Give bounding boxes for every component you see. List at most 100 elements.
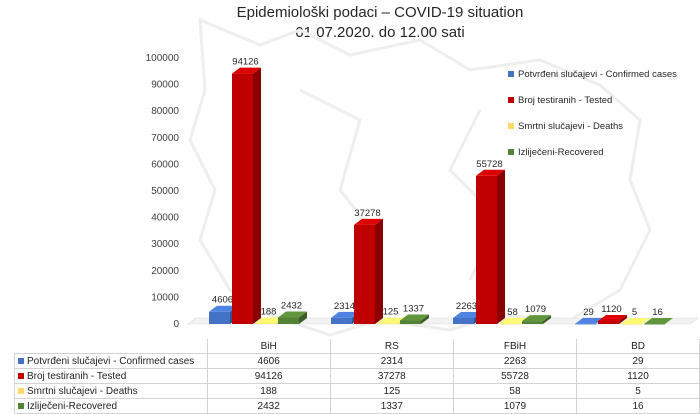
- table-header-row: BiH RS FBiH BD: [15, 339, 700, 354]
- table-series-name: Broj testiranih - Tested: [27, 370, 127, 382]
- table-column-header: RS: [329, 339, 454, 354]
- bar-group: 1120: [598, 304, 627, 324]
- bar-side: [665, 317, 673, 324]
- bar-group: 55728: [476, 159, 505, 324]
- bar-side: [497, 169, 505, 324]
- bar-group: 16: [644, 307, 673, 325]
- bar-top: [400, 314, 429, 321]
- bar: [621, 323, 642, 325]
- bar-group: 37278: [354, 208, 383, 324]
- legend-label: Potvrđeni slučajevi - Confirmed cases: [518, 69, 677, 80]
- bar-top: [476, 169, 505, 176]
- table-cell: 37278: [329, 368, 454, 384]
- y-tick-label: 90000: [151, 80, 179, 91]
- y-tick-label: 50000: [151, 186, 179, 197]
- table-row-label: Potvrđeni slučajevi - Confirmed cases: [14, 353, 208, 369]
- y-tick-label: 20000: [151, 266, 179, 277]
- data-label: 2432: [281, 301, 302, 312]
- table-cell: 1079: [452, 398, 578, 414]
- bar-group: 94126: [232, 57, 261, 324]
- legend-label: Broj testiranih - Tested: [518, 95, 612, 106]
- bar: [476, 175, 497, 324]
- bar-side: [619, 315, 627, 324]
- legend-swatch: [508, 123, 514, 129]
- bar: [377, 323, 398, 325]
- y-tick-label: 100000: [146, 53, 180, 64]
- table-cell: 2263: [452, 353, 578, 369]
- bar: [255, 323, 276, 324]
- table-cell: 29: [576, 353, 700, 369]
- bar: [598, 321, 619, 324]
- data-label: 188: [261, 306, 277, 317]
- bar-top: [232, 67, 261, 74]
- y-tick-label: 10000: [151, 292, 179, 303]
- legend-swatch: [508, 97, 514, 103]
- table-cell: 188: [206, 383, 331, 399]
- bar-group: 2432: [278, 301, 307, 324]
- table-row-label: Izliječeni-Recovered: [14, 398, 208, 414]
- table-column-header: FBiH: [452, 339, 578, 354]
- data-table: BiH RS FBiH BD Potvrđeni slučajevi - Confir…: [14, 339, 700, 414]
- table-series-name: Smrtni slučajevi - Deaths: [27, 385, 138, 397]
- y-tick-label: 70000: [151, 133, 179, 144]
- bar-side: [299, 311, 307, 324]
- data-label: 55728: [476, 159, 502, 170]
- bar-top: [331, 311, 360, 318]
- data-label: 37278: [354, 208, 380, 219]
- bar-top: [499, 317, 528, 324]
- bar-top: [209, 305, 238, 312]
- bar-side: [543, 315, 551, 324]
- table-column-header: BiH: [206, 339, 331, 354]
- table-legend-swatch: [18, 387, 24, 394]
- data-label: 125: [383, 307, 399, 318]
- bar-top: [278, 311, 307, 318]
- table-legend-swatch: [18, 357, 24, 364]
- bar: [453, 317, 474, 324]
- bar-top: [453, 311, 482, 318]
- y-tick-label: 40000: [151, 213, 179, 224]
- table-cell: 58: [452, 383, 578, 399]
- table-cell: 2314: [329, 353, 454, 369]
- bar: [354, 224, 375, 324]
- legend-swatch: [508, 71, 514, 77]
- legend-swatch: [508, 149, 514, 155]
- data-label: 2263: [456, 301, 477, 312]
- bar: [499, 323, 520, 325]
- chart-subtitle: 01.07.2020. do 12.00 sati: [295, 24, 464, 41]
- bar-top: [522, 315, 551, 322]
- bar: [232, 73, 253, 324]
- table-column-header: BD: [576, 339, 700, 354]
- bar: [575, 323, 596, 325]
- data-label: 1079: [525, 304, 546, 315]
- table-cell: 1120: [576, 368, 700, 384]
- legend-label: Izliječeni-Recovered: [518, 147, 604, 158]
- bar-top: [354, 218, 383, 225]
- bar: [644, 323, 665, 325]
- legend: Potvrđeni slučajevi - Confirmed cases Bro…: [508, 69, 677, 158]
- data-label: 1337: [403, 303, 424, 314]
- bar: [400, 320, 421, 324]
- data-label: 5: [632, 307, 637, 318]
- bar-group: 1079: [522, 304, 551, 324]
- table-corner: [15, 339, 208, 354]
- table-cell: 16: [576, 398, 700, 414]
- bar-top: [377, 317, 406, 324]
- bar: [209, 311, 230, 324]
- y-axis: 0 10000 20000 30000 40000 50000 60000 70000 8000…: [146, 53, 180, 330]
- bar-side: [421, 314, 429, 324]
- bar: [331, 317, 352, 324]
- table-series-name: Izliječeni-Recovered: [27, 400, 118, 412]
- data-label: 94126: [232, 57, 258, 68]
- table-cell: 2432: [206, 398, 331, 414]
- table-legend-swatch: [18, 402, 24, 409]
- table-cell: 1337: [329, 398, 454, 414]
- bar-side: [253, 67, 261, 324]
- legend-label: Smrtni slučajevi - Deaths: [518, 121, 623, 132]
- y-tick-label: 60000: [151, 159, 179, 170]
- table-series-name: Potvrđeni slučajevi - Confirmed cases: [27, 355, 195, 367]
- table-row: Broj testiranih - Tested 94126 37278 55728 1…: [14, 368, 700, 384]
- data-label: 58: [507, 307, 518, 318]
- table-cell: 125: [329, 383, 454, 399]
- table-cell: 94126: [206, 368, 331, 384]
